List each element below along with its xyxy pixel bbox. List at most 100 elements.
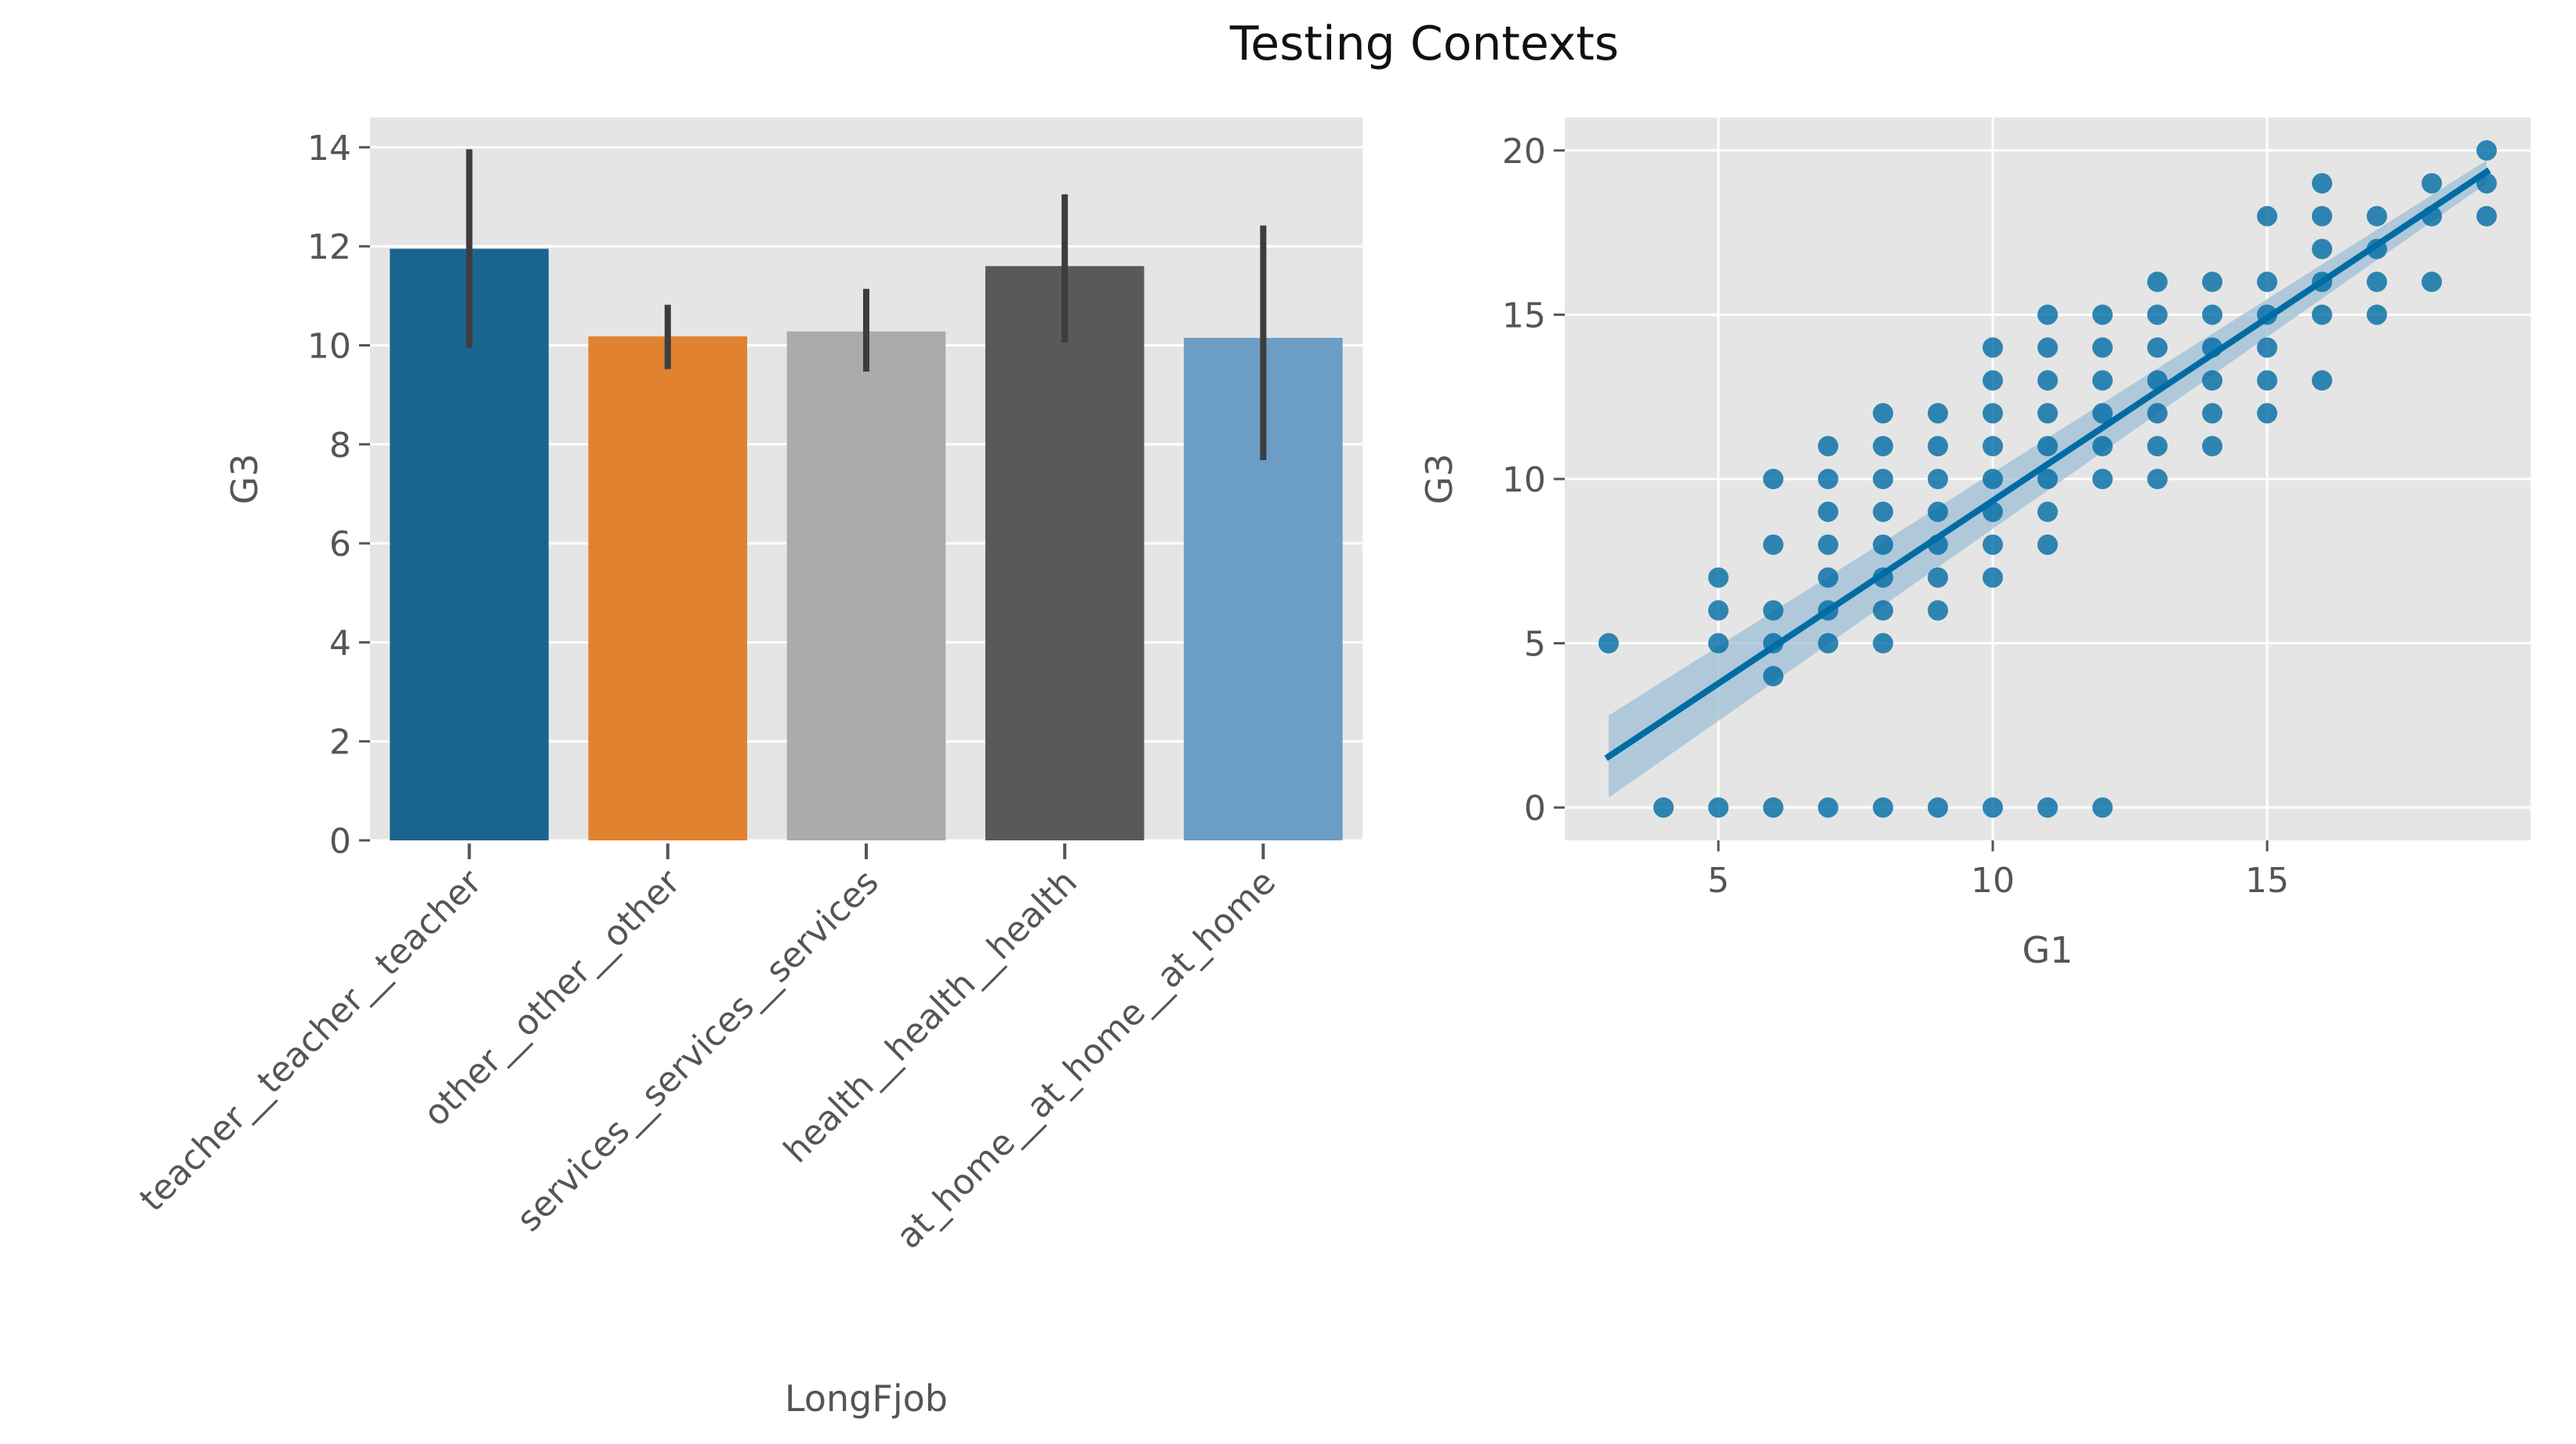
scatter-point xyxy=(2092,370,2113,391)
bar-chart-x-axis-label: LongFjob xyxy=(785,1377,948,1420)
bar-chart-y-tick-label: 14 xyxy=(307,129,351,169)
scatter-point xyxy=(1873,600,1893,621)
scatter-point xyxy=(2202,271,2222,292)
bar-chart-bars xyxy=(390,249,1343,841)
bar-chart-y-tick-label: 6 xyxy=(329,524,351,564)
bar-chart-y-ticks: 0 2 4 6 8 10 12 14 xyxy=(307,129,370,862)
scatter-point xyxy=(1983,797,2003,818)
bar xyxy=(588,336,748,840)
scatter-chart-y-tick-label: 15 xyxy=(1502,296,1546,336)
scatter-point xyxy=(2147,469,2168,489)
scatter-point xyxy=(2312,238,2332,259)
scatter-point xyxy=(2312,172,2332,194)
scatter-point xyxy=(2092,337,2113,358)
scatter-point xyxy=(1818,501,1838,522)
scatter-point xyxy=(1818,534,1838,555)
scatter-point xyxy=(2367,205,2387,227)
scatter-point xyxy=(2037,797,2058,818)
scatter-point xyxy=(1763,600,1783,621)
scatter-point xyxy=(1983,469,2003,489)
scatter-point xyxy=(2312,304,2332,325)
scatter-point xyxy=(2147,337,2168,358)
scatter-point xyxy=(1873,633,1893,654)
bar-chart-y-axis-label: G3 xyxy=(223,454,266,505)
scatter-point xyxy=(1708,567,1729,588)
scatter-point xyxy=(1983,403,2003,424)
bar xyxy=(786,331,946,840)
scatter-point xyxy=(2092,469,2113,489)
scatter-point xyxy=(1983,337,2003,358)
scatter-point xyxy=(2147,403,2168,424)
scatter-point xyxy=(1928,567,1948,588)
bar-chart-y-tick-label: 4 xyxy=(329,623,351,663)
scatter-point xyxy=(1873,797,1893,818)
scatter-point xyxy=(2257,205,2277,227)
scatter-point xyxy=(2202,403,2222,424)
scatter-point xyxy=(2257,403,2277,424)
scatter-point xyxy=(2476,205,2497,227)
scatter-point xyxy=(2147,304,2168,325)
scatter-point xyxy=(1983,436,2003,457)
scatter-chart-x-tick-label: 10 xyxy=(1971,861,2015,901)
scatter-point xyxy=(1763,797,1783,818)
scatter-point xyxy=(2037,304,2058,325)
scatter-point xyxy=(1653,797,1674,818)
scatter-point xyxy=(1708,600,1729,621)
scatter-chart-y-tick-label: 10 xyxy=(1502,460,1546,500)
scatter-point xyxy=(1708,797,1729,818)
scatter-point xyxy=(1928,797,1948,818)
scatter-point xyxy=(1928,403,1948,424)
scatter-point xyxy=(2037,370,2058,391)
scatter-point xyxy=(2312,205,2332,227)
scatter-point xyxy=(1873,436,1893,457)
scatter-point xyxy=(2257,370,2277,391)
scatter-point xyxy=(2202,436,2222,457)
bar-chart-error-bars xyxy=(466,149,1267,461)
scatter-point xyxy=(1818,797,1838,818)
scatter-chart-panel: 0 5 10 15 20 5 10 15 G3 G1 xyxy=(1418,118,2531,971)
scatter-point xyxy=(1708,633,1729,654)
scatter-point xyxy=(2312,370,2332,391)
scatter-point xyxy=(1873,403,1893,424)
scatter-chart-x-tick-label: 15 xyxy=(2245,861,2289,901)
scatter-point xyxy=(2202,304,2222,325)
scatter-point xyxy=(1983,534,2003,555)
scatter-point xyxy=(2037,469,2058,489)
scatter-point xyxy=(2037,337,2058,358)
scatter-point xyxy=(2037,534,2058,555)
scatter-chart-y-ticks: 0 5 10 15 20 xyxy=(1502,132,1565,829)
bar-chart-y-tick-label: 0 xyxy=(329,822,351,862)
bar-chart-y-tick-label: 8 xyxy=(329,426,351,466)
scatter-point xyxy=(2422,271,2442,292)
scatter-point xyxy=(1873,469,1893,489)
scatter-point xyxy=(2367,271,2387,292)
scatter-point xyxy=(2257,337,2277,358)
scatter-point xyxy=(2037,403,2058,424)
scatter-chart-y-axis-label: G3 xyxy=(1418,454,1460,505)
scatter-chart-x-ticks: 5 10 15 xyxy=(1707,840,2289,901)
scatter-point xyxy=(2202,370,2222,391)
bar-chart-y-tick-label: 12 xyxy=(307,227,351,267)
scatter-point xyxy=(2037,501,2058,522)
scatter-point xyxy=(1983,567,2003,588)
scatter-point xyxy=(2147,271,2168,292)
scatter-point xyxy=(2037,436,2058,457)
scatter-point xyxy=(2422,172,2442,194)
scatter-point xyxy=(1818,436,1838,457)
scatter-point xyxy=(2367,304,2387,325)
scatter-point xyxy=(1818,633,1838,654)
scatter-point xyxy=(2092,797,2113,818)
scatter-point xyxy=(1873,501,1893,522)
scatter-point xyxy=(1928,501,1948,522)
scatter-point xyxy=(1873,534,1893,555)
scatter-point xyxy=(2147,436,2168,457)
scatter-point xyxy=(2092,436,2113,457)
scatter-point xyxy=(2257,271,2277,292)
scatter-chart-x-axis-label: G1 xyxy=(2023,929,2073,971)
scatter-point xyxy=(2092,304,2113,325)
scatter-point xyxy=(1818,567,1838,588)
bar-chart-y-tick-label: 2 xyxy=(329,723,351,763)
figure-title: Testing Contexts xyxy=(1229,16,1619,71)
scatter-point xyxy=(1818,469,1838,489)
